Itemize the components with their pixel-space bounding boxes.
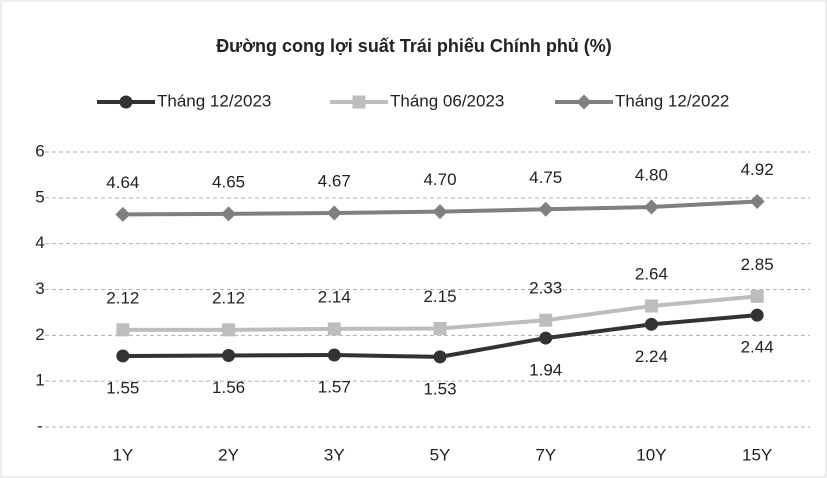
x-tick-label: 5Y [430,445,451,464]
data-point [115,206,131,222]
data-label: 2.12 [212,288,245,307]
data-point [222,349,236,362]
data-point [539,313,553,327]
data-point [644,299,658,313]
data-point [749,194,765,209]
data-label: 1.53 [423,379,456,398]
data-label: 1.94 [529,361,562,380]
y-tick-label: 3 [35,279,44,298]
x-tick-label: 3Y [324,445,345,464]
legend-label: Tháng 06/2023 [390,91,504,110]
data-label: 2.14 [318,287,351,306]
data-point [750,289,764,303]
data-label: 2.24 [635,347,668,366]
data-label: 2.12 [106,288,139,307]
legend-marker [352,95,366,109]
legend-marker [576,94,592,110]
y-tick-label: 5 [35,187,44,206]
data-label: 4.70 [423,170,456,189]
legend-label: Tháng 12/2022 [615,91,729,110]
chart-title: Đường cong lợi suất Trái phiếu Chính phủ… [216,36,612,56]
data-label: 4.92 [741,160,774,179]
x-tick-label: 2Y [218,445,239,464]
data-label: 1.56 [212,378,245,397]
data-point [327,322,341,336]
data-point [539,331,553,345]
data-label: 4.75 [529,168,562,187]
data-label: 2.15 [423,287,456,306]
data-label: 2.64 [635,264,668,283]
data-point [326,205,342,221]
data-label: 4.64 [106,173,139,192]
y-tick-label: - [37,416,43,435]
data-label: 1.55 [106,378,139,397]
y-tick-label: 6 [35,141,44,160]
legend-label: Tháng 12/2023 [157,91,271,110]
data-label: 4.65 [212,172,245,191]
data-point [222,323,236,337]
data-point [643,199,659,215]
x-tick-label: 15Y [742,445,772,464]
data-point [433,321,447,335]
data-label: 2.44 [741,338,774,357]
data-point [327,348,341,362]
data-label: 4.67 [318,171,351,190]
data-point [750,308,764,322]
x-tick-label: 1Y [112,445,133,464]
data-point [644,317,658,331]
x-tick-label: 7Y [535,445,556,464]
data-point [433,350,447,364]
x-tick-label: 10Y [636,445,666,464]
y-tick-label: 4 [35,233,44,252]
data-point [538,201,554,217]
legend-marker [119,95,133,109]
data-label: 1.57 [318,378,351,397]
data-point [116,349,130,363]
data-label: 2.33 [529,279,562,298]
data-point [221,206,237,222]
data-point [432,204,448,220]
data-label: 2.85 [741,255,774,274]
y-tick-label: 2 [35,325,44,344]
y-tick-label: 1 [35,371,44,390]
data-point [116,323,130,337]
data-label: 4.80 [635,165,668,184]
